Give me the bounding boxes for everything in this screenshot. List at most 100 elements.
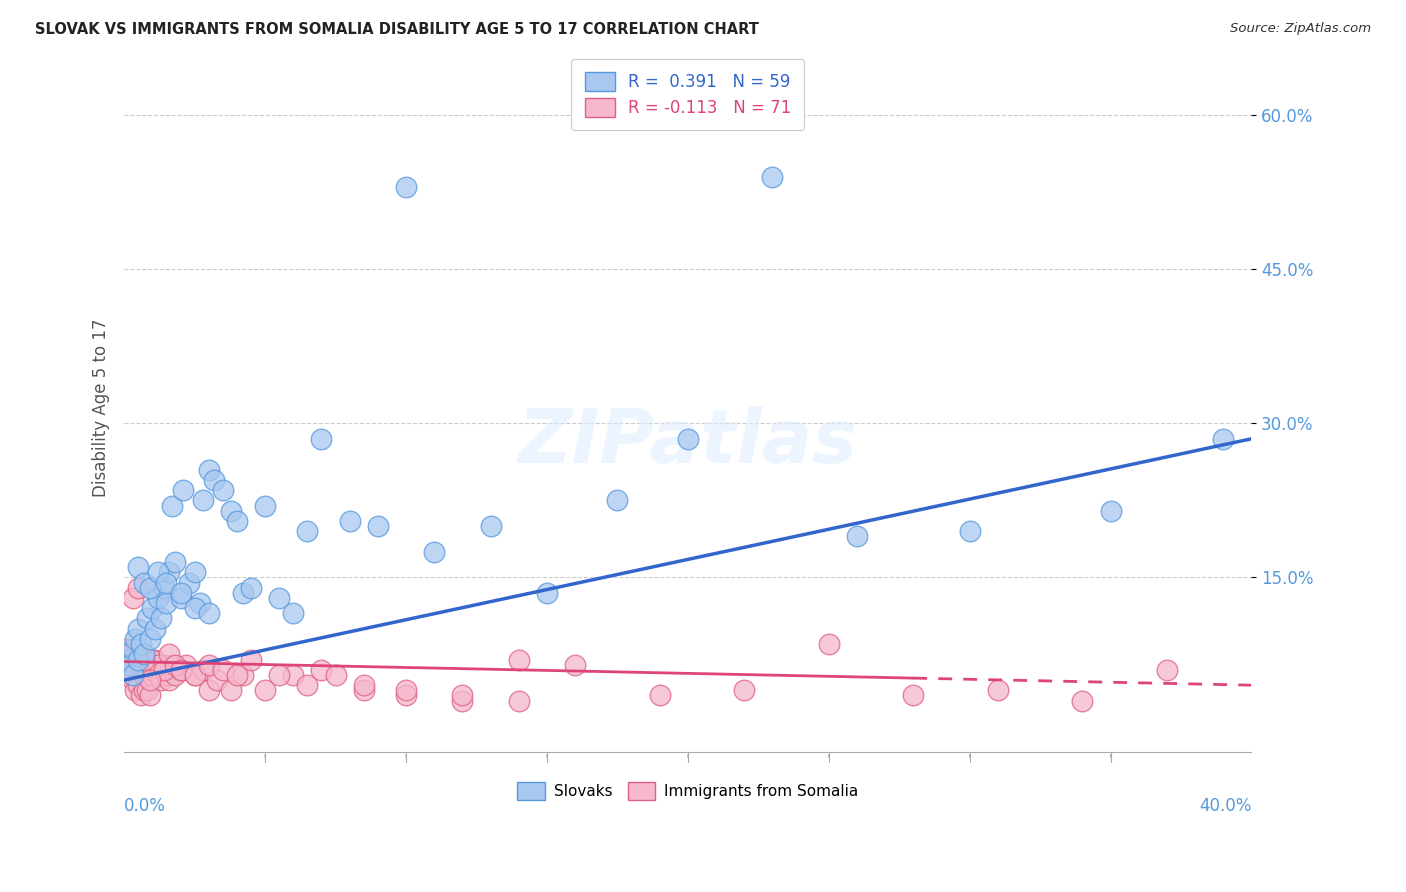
- Point: [169, 591, 191, 605]
- Point: [395, 683, 418, 698]
- Point: [197, 657, 219, 672]
- Point: [172, 483, 194, 497]
- Point: [138, 673, 160, 687]
- Text: 0.0%: 0.0%: [124, 797, 166, 814]
- Point: [132, 575, 155, 590]
- Point: [191, 663, 214, 677]
- Point: [1071, 693, 1094, 707]
- Point: [146, 566, 169, 580]
- Point: [127, 678, 149, 692]
- Point: [451, 689, 474, 703]
- Point: [536, 586, 558, 600]
- Point: [188, 596, 211, 610]
- Point: [845, 529, 868, 543]
- Point: [127, 560, 149, 574]
- Point: [141, 652, 163, 666]
- Point: [124, 652, 146, 666]
- Point: [157, 673, 180, 687]
- Point: [132, 648, 155, 662]
- Point: [127, 622, 149, 636]
- Point: [311, 663, 333, 677]
- Point: [232, 586, 254, 600]
- Point: [508, 652, 530, 666]
- Point: [152, 581, 174, 595]
- Point: [169, 663, 191, 677]
- Point: [152, 663, 174, 677]
- Point: [339, 514, 361, 528]
- Point: [135, 683, 157, 698]
- Point: [606, 493, 628, 508]
- Point: [191, 493, 214, 508]
- Point: [143, 652, 166, 666]
- Point: [183, 668, 205, 682]
- Point: [157, 648, 180, 662]
- Point: [146, 668, 169, 682]
- Point: [155, 596, 177, 610]
- Point: [254, 683, 277, 698]
- Point: [564, 657, 586, 672]
- Point: [149, 611, 172, 625]
- Point: [152, 657, 174, 672]
- Point: [129, 663, 152, 677]
- Point: [269, 591, 291, 605]
- Point: [297, 524, 319, 538]
- Point: [240, 652, 263, 666]
- Point: [115, 642, 138, 657]
- Point: [202, 473, 225, 487]
- Point: [155, 668, 177, 682]
- Point: [395, 689, 418, 703]
- Text: 40.0%: 40.0%: [1199, 797, 1251, 814]
- Point: [155, 575, 177, 590]
- Point: [479, 519, 502, 533]
- Point: [232, 668, 254, 682]
- Point: [212, 663, 235, 677]
- Point: [212, 483, 235, 497]
- Point: [1156, 663, 1178, 677]
- Point: [183, 601, 205, 615]
- Point: [138, 689, 160, 703]
- Point: [115, 657, 138, 672]
- Point: [129, 637, 152, 651]
- Point: [311, 432, 333, 446]
- Point: [451, 693, 474, 707]
- Point: [163, 555, 186, 569]
- Point: [177, 575, 200, 590]
- Point: [226, 668, 249, 682]
- Point: [138, 632, 160, 646]
- Y-axis label: Disability Age 5 to 17: Disability Age 5 to 17: [93, 318, 110, 497]
- Point: [676, 432, 699, 446]
- Point: [761, 169, 783, 184]
- Point: [124, 632, 146, 646]
- Point: [197, 462, 219, 476]
- Point: [157, 566, 180, 580]
- Legend: Slovaks, Immigrants from Somalia: Slovaks, Immigrants from Somalia: [510, 776, 865, 806]
- Point: [127, 663, 149, 677]
- Point: [138, 657, 160, 672]
- Point: [959, 524, 981, 538]
- Point: [240, 581, 263, 595]
- Point: [817, 637, 839, 651]
- Point: [395, 180, 418, 194]
- Point: [149, 673, 172, 687]
- Point: [160, 499, 183, 513]
- Point: [283, 668, 305, 682]
- Point: [353, 683, 375, 698]
- Text: Source: ZipAtlas.com: Source: ZipAtlas.com: [1230, 22, 1371, 36]
- Point: [205, 673, 228, 687]
- Point: [169, 663, 191, 677]
- Point: [121, 642, 143, 657]
- Point: [353, 678, 375, 692]
- Point: [163, 657, 186, 672]
- Point: [254, 499, 277, 513]
- Point: [146, 657, 169, 672]
- Point: [367, 519, 389, 533]
- Point: [183, 668, 205, 682]
- Point: [297, 678, 319, 692]
- Point: [127, 581, 149, 595]
- Text: ZIPatlas: ZIPatlas: [517, 406, 858, 479]
- Point: [226, 514, 249, 528]
- Point: [174, 657, 197, 672]
- Point: [169, 586, 191, 600]
- Point: [146, 591, 169, 605]
- Point: [423, 545, 446, 559]
